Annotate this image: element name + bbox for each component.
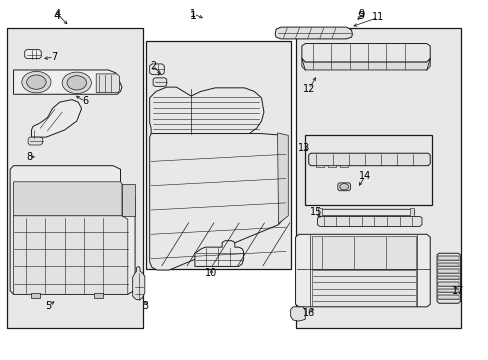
Polygon shape — [195, 241, 243, 266]
Text: 1: 1 — [190, 9, 196, 19]
Polygon shape — [327, 165, 335, 167]
Polygon shape — [132, 266, 144, 300]
Polygon shape — [149, 64, 164, 75]
Text: 17: 17 — [451, 287, 464, 296]
Polygon shape — [290, 307, 305, 321]
Polygon shape — [30, 293, 40, 298]
Text: 15: 15 — [310, 207, 322, 217]
Polygon shape — [96, 74, 119, 93]
Polygon shape — [319, 209, 414, 216]
Polygon shape — [308, 153, 429, 166]
Text: 5: 5 — [45, 301, 52, 311]
Bar — [295, 28, 460, 328]
Circle shape — [62, 72, 91, 94]
Polygon shape — [311, 270, 415, 306]
Polygon shape — [317, 216, 421, 226]
Polygon shape — [437, 263, 458, 266]
Text: 10: 10 — [205, 268, 217, 278]
Text: 11: 11 — [371, 13, 384, 22]
Text: 12: 12 — [303, 84, 315, 94]
Polygon shape — [25, 50, 41, 59]
Text: 1: 1 — [189, 11, 197, 21]
Bar — [305, 135, 431, 205]
Polygon shape — [10, 166, 135, 294]
Text: 4: 4 — [54, 9, 60, 19]
Polygon shape — [317, 208, 321, 217]
Circle shape — [339, 184, 348, 190]
Circle shape — [22, 71, 51, 93]
Polygon shape — [28, 137, 42, 145]
Polygon shape — [277, 133, 287, 224]
Text: 7: 7 — [51, 52, 57, 62]
Polygon shape — [122, 184, 135, 216]
Text: 8: 8 — [26, 152, 33, 162]
Text: 6: 6 — [82, 96, 88, 107]
Text: 13: 13 — [298, 143, 310, 153]
Polygon shape — [153, 78, 166, 86]
Text: 3: 3 — [142, 301, 148, 311]
Text: 14: 14 — [358, 171, 370, 181]
Polygon shape — [295, 234, 429, 307]
Text: 16: 16 — [302, 308, 314, 318]
Circle shape — [67, 76, 86, 90]
Polygon shape — [301, 44, 429, 62]
Polygon shape — [316, 165, 324, 167]
Polygon shape — [437, 269, 458, 273]
Text: 2: 2 — [150, 61, 156, 71]
Text: 4: 4 — [54, 11, 61, 21]
Polygon shape — [436, 253, 459, 303]
Bar — [146, 41, 290, 269]
Bar — [7, 28, 143, 328]
Polygon shape — [301, 59, 429, 70]
Polygon shape — [437, 295, 458, 298]
Polygon shape — [437, 276, 458, 279]
Polygon shape — [94, 293, 103, 298]
Polygon shape — [409, 208, 413, 217]
Polygon shape — [437, 289, 458, 292]
Polygon shape — [149, 134, 287, 270]
Polygon shape — [31, 100, 81, 137]
Polygon shape — [311, 237, 415, 269]
Polygon shape — [14, 216, 127, 294]
Polygon shape — [437, 256, 458, 260]
Polygon shape — [14, 182, 122, 216]
Polygon shape — [275, 27, 352, 39]
Polygon shape — [149, 87, 264, 134]
Polygon shape — [14, 70, 122, 94]
Text: 9: 9 — [357, 11, 364, 21]
Text: 9: 9 — [357, 9, 364, 19]
Polygon shape — [437, 282, 458, 286]
Polygon shape — [339, 165, 347, 167]
Polygon shape — [337, 183, 350, 191]
Circle shape — [27, 75, 46, 89]
